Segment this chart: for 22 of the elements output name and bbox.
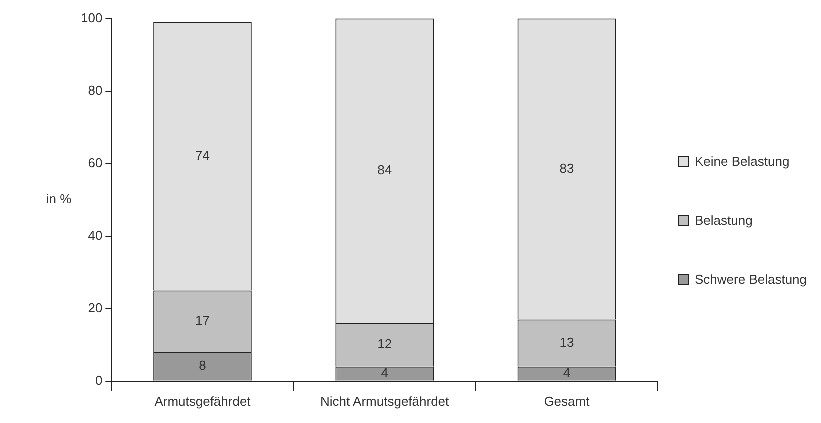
data-label: 8 xyxy=(199,358,206,374)
y-tick-label: 20 xyxy=(88,300,103,316)
x-tick-label: Gesamt xyxy=(544,394,590,409)
data-label: 4 xyxy=(563,365,571,380)
y-tick-label: 80 xyxy=(88,82,103,98)
data-label: 17 xyxy=(196,313,210,328)
legend-label: Belastung xyxy=(695,213,753,228)
legend-label: Schwere Belastung xyxy=(695,272,808,287)
data-label: 13 xyxy=(560,334,574,350)
x-tick-label: Armutsgefährdet xyxy=(154,394,252,409)
y-tick-label: 0 xyxy=(95,372,103,388)
data-label: 84 xyxy=(378,162,392,178)
data-label: 12 xyxy=(378,336,392,352)
x-tick-label: Nicht Armutsgefährdet xyxy=(320,394,450,409)
legend-label: Keine Belastung xyxy=(695,154,790,169)
data-label: 4 xyxy=(381,365,388,380)
y-tick-label: 60 xyxy=(88,155,103,170)
y-tick-label: 100 xyxy=(80,10,103,26)
y-tick-label: 40 xyxy=(88,228,103,243)
data-label: 74 xyxy=(196,148,210,164)
data-label: 83 xyxy=(560,160,574,176)
y-axis-title: in % xyxy=(46,192,72,207)
